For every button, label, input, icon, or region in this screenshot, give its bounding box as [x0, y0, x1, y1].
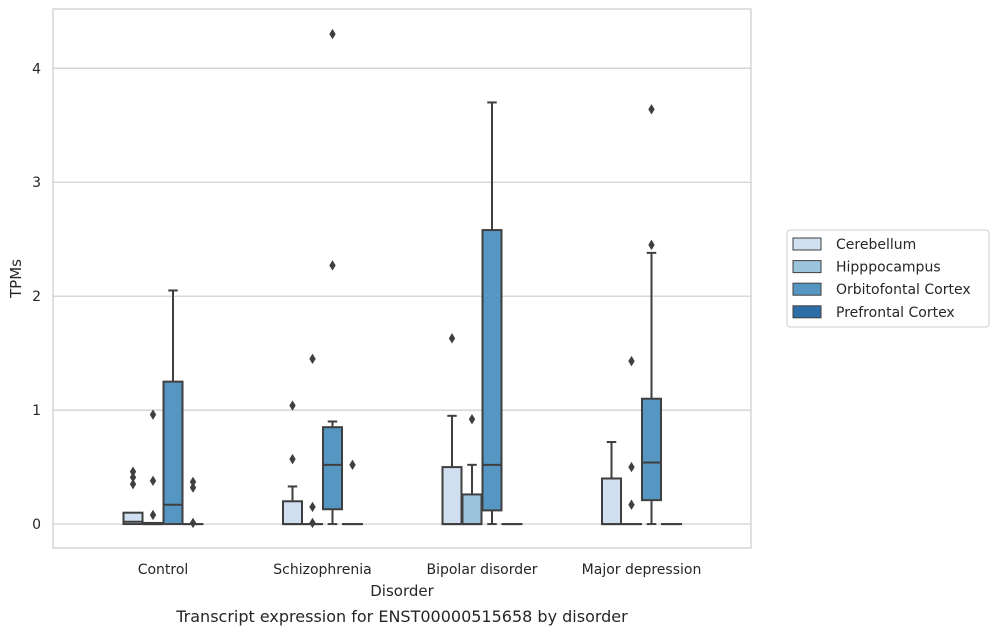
x-axis-label: Disorder [370, 582, 434, 600]
outlier-marker [349, 459, 356, 471]
x-tick-labels: Control Schizophrenia Bipolar disorder Majo… [138, 562, 702, 578]
legend-label: Prefrontal Cortex [836, 305, 955, 321]
legend-swatch [792, 282, 822, 296]
y-tick-label: 2 [32, 289, 41, 305]
box-iqr [481, 229, 503, 512]
box-cerebellum [601, 441, 622, 526]
outlier-marker [129, 478, 137, 490]
outlier-marker [289, 453, 296, 465]
outlier-marker [448, 333, 456, 344]
outlier-marker [189, 476, 197, 488]
box-orbitofontal-cortex [641, 104, 662, 526]
outlier-marker [648, 104, 655, 115]
y-tick-label: 1 [32, 403, 41, 419]
outlier-marker [189, 482, 197, 493]
outlier-marker [149, 409, 157, 420]
box-series-group [122, 28, 682, 529]
box-hipppocampus [302, 353, 323, 529]
outlier-marker [309, 517, 316, 529]
y-tick-label: 3 [32, 175, 41, 191]
y-tick-label: 4 [32, 61, 41, 77]
outlier-marker [329, 260, 336, 271]
outlier-marker [149, 509, 157, 521]
box-prefrontal-cortex [182, 476, 204, 529]
box-hipppocampus [461, 414, 483, 526]
legend: Cerebellum Hipppocampus Orbitofontal Corte… [786, 229, 990, 328]
box-iqr [441, 466, 463, 526]
x-tick-label: Major depression [582, 562, 702, 578]
box-iqr [461, 493, 483, 526]
outlier-marker [628, 499, 635, 510]
box-orbitofontal-cortex [162, 289, 184, 526]
box-iqr [322, 426, 343, 511]
outlier-marker [149, 475, 157, 486]
box-orbitofontal-cortex [322, 28, 343, 526]
box-iqr [122, 511, 144, 526]
legend-swatch [792, 305, 822, 319]
box-cerebellum [122, 466, 144, 526]
chart-title: Transcript expression for ENST0000051565… [175, 607, 628, 626]
outlier-marker [648, 239, 655, 251]
box-iqr [162, 380, 184, 526]
legend-label: Hipppocampus [836, 260, 941, 276]
legend-label: Cerebellum [836, 237, 916, 253]
x-tick-label: Schizophrenia [273, 562, 371, 578]
box-iqr [641, 397, 662, 502]
outlier-marker [309, 501, 316, 513]
box-orbitofontal-cortex [481, 101, 503, 526]
y-tick-labels: 0 1 2 3 4 [32, 61, 41, 533]
plot-frame [52, 8, 752, 549]
outlier-marker [129, 466, 137, 477]
box-iqr [282, 500, 303, 526]
legend-frame [786, 229, 990, 328]
y-tick-label: 0 [32, 517, 41, 533]
outlier-marker [329, 28, 336, 40]
box-hipppocampus [142, 409, 164, 526]
legend-swatch [792, 237, 822, 251]
legend-swatch [792, 260, 822, 274]
x-tick-label: Control [138, 562, 189, 578]
box-cerebellum [441, 333, 463, 526]
outlier-marker [628, 461, 635, 473]
outlier-marker [309, 353, 316, 365]
box-iqr [601, 477, 622, 526]
outlier-marker [628, 355, 635, 367]
y-axis-label: TPMs [7, 259, 25, 299]
box-hipppocampus [621, 355, 642, 526]
outlier-marker [468, 414, 476, 425]
outlier-marker [189, 517, 197, 529]
box-prefrontal-cortex [342, 459, 363, 526]
legend-label: Orbitofontal Cortex [836, 282, 971, 298]
box-cerebellum [282, 400, 303, 526]
x-tick-label: Bipolar disorder [426, 562, 537, 578]
outlier-marker [289, 400, 296, 411]
outlier-marker [129, 472, 137, 483]
